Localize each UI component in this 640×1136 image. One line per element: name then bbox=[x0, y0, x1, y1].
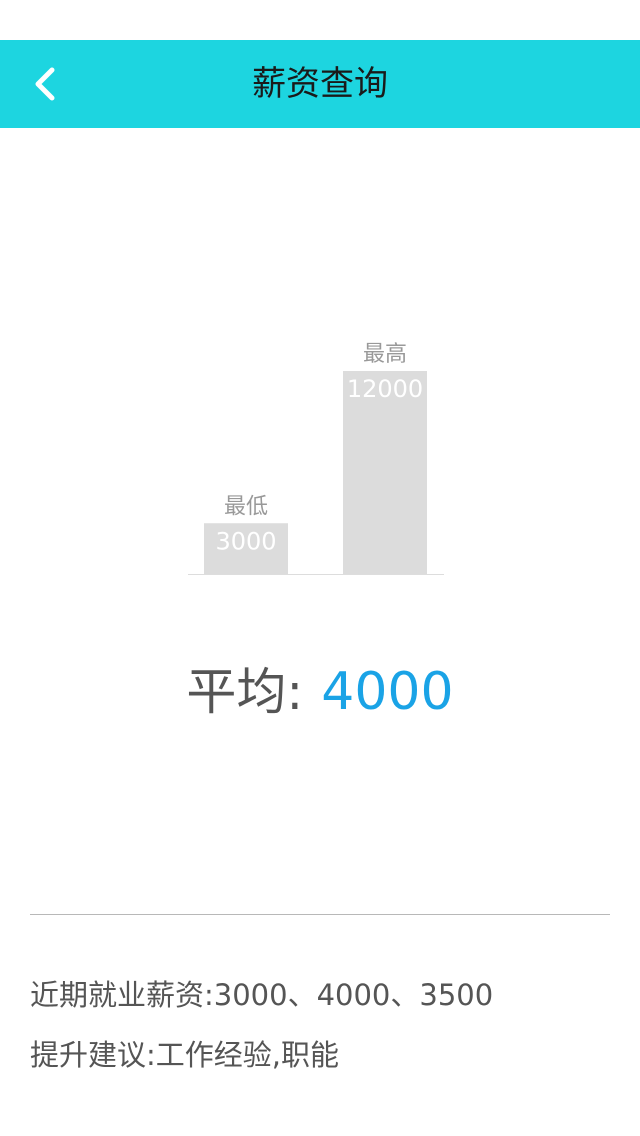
average-salary: 平均: 4000 bbox=[0, 652, 640, 724]
advice-values: 工作经验,职能 bbox=[155, 1038, 339, 1072]
salary-bar-chart: 最低 3000 最高 12000 bbox=[188, 330, 444, 580]
back-button[interactable] bbox=[20, 54, 80, 114]
status-bar-area bbox=[0, 0, 640, 40]
recent-salary-line: 近期就业薪资:3000、4000、3500 bbox=[30, 972, 493, 1014]
bar-category-label: 最低 bbox=[224, 494, 268, 519]
bar-value-label: 3000 bbox=[215, 527, 276, 555]
divider bbox=[30, 914, 610, 915]
page-title: 薪资查询 bbox=[252, 64, 388, 104]
bar-1 bbox=[343, 371, 427, 574]
advice-line: 提升建议:工作经验,职能 bbox=[30, 1032, 339, 1074]
recent-salary-label: 近期就业薪资: bbox=[30, 978, 214, 1012]
bar-value-label: 12000 bbox=[347, 375, 423, 403]
nav-bar: 薪资查询 bbox=[0, 40, 640, 128]
chart-canvas: 最低 3000 最高 12000 bbox=[188, 342, 444, 575]
average-label: 平均: bbox=[186, 663, 304, 721]
recent-salary-values: 3000、4000、3500 bbox=[213, 978, 494, 1012]
advice-label: 提升建议: bbox=[30, 1038, 156, 1072]
bar-0 bbox=[204, 523, 288, 574]
bar-category-label: 最高 bbox=[363, 342, 407, 367]
average-value: 4000 bbox=[321, 662, 454, 722]
